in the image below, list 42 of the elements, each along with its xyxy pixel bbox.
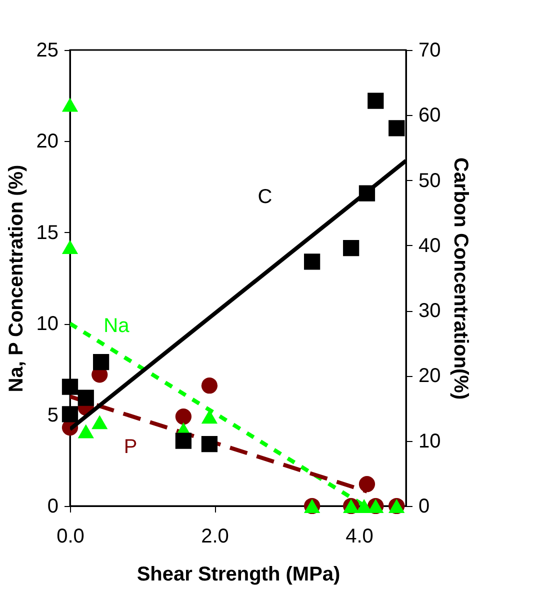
text: C	[258, 186, 272, 208]
point	[304, 254, 320, 270]
x-tick-label: 4.0	[346, 526, 374, 548]
y-tick-label: 25	[36, 40, 58, 62]
y2-tick-label: 0	[418, 496, 430, 518]
x-tick-label: 0.0	[56, 526, 84, 548]
y-tick-label: 5	[47, 404, 58, 426]
point	[78, 390, 94, 406]
point	[62, 406, 78, 422]
point	[78, 424, 94, 438]
point	[175, 432, 192, 449]
y-axis-title: Na, P Concentration (%)	[5, 164, 28, 392]
y2-tick-label: 40	[418, 234, 441, 257]
y2-tick-label: 60	[418, 104, 441, 127]
point	[175, 408, 192, 425]
y2-tick-label: 30	[418, 300, 441, 322]
y-tick-label: 10	[36, 313, 58, 336]
point	[368, 92, 384, 109]
point	[92, 415, 108, 430]
y2-tick-label: 10	[418, 430, 441, 452]
point	[201, 378, 218, 394]
point	[388, 120, 405, 136]
point	[358, 476, 376, 492]
y2-tick-label: 70	[418, 40, 441, 62]
point	[62, 378, 78, 395]
point	[62, 98, 78, 112]
point	[343, 240, 360, 256]
y2-tick-label: 20	[418, 365, 441, 388]
x-axis-title: Shear Strength (MPa)	[136, 564, 340, 586]
point	[358, 185, 376, 202]
series-label: Na	[104, 314, 130, 337]
point	[93, 354, 110, 370]
y-tick-label: 20	[36, 130, 58, 153]
series-label: P	[124, 436, 138, 458]
y-tick-label: 15	[36, 222, 58, 244]
y2-tick-label: 50	[418, 170, 441, 192]
point	[201, 436, 218, 452]
point	[62, 240, 78, 254]
y-tick-label: 0	[47, 496, 58, 518]
point	[201, 410, 218, 424]
x-tick-label: 2.0	[201, 526, 229, 548]
y2-axis-title: Carbon Concentration(%)	[450, 157, 472, 400]
